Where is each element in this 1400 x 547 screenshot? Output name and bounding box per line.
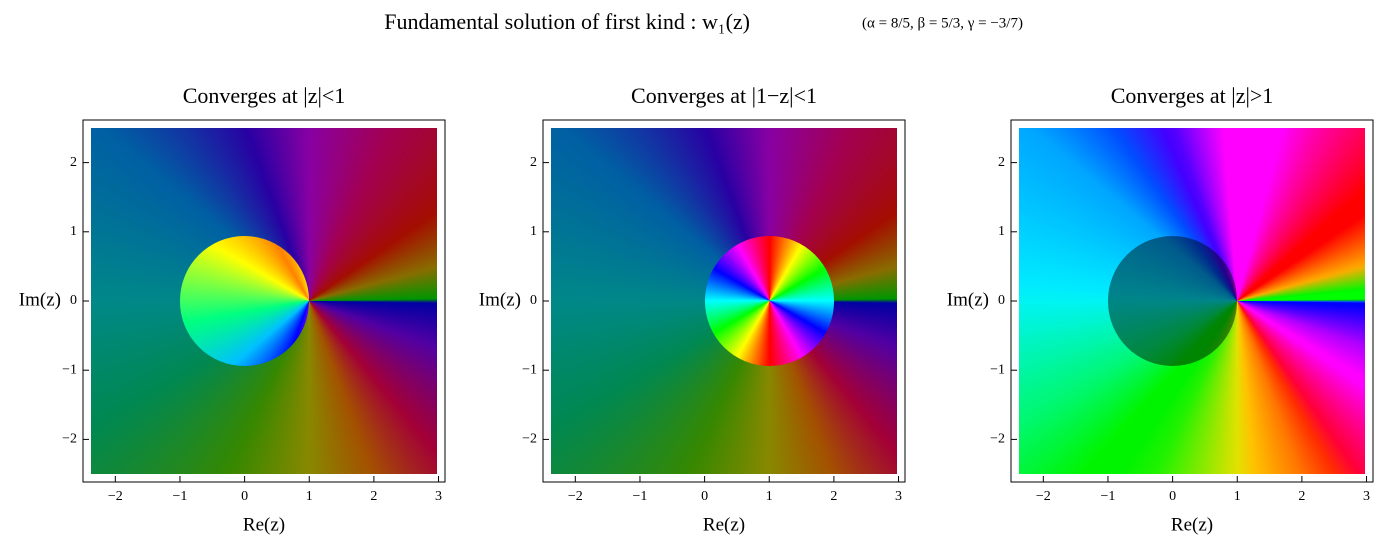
y-tick-label: −2 xyxy=(990,432,1005,447)
x-tick-label: 0 xyxy=(241,489,248,504)
figure-title: Fundamental solution of first kind : w₁(… xyxy=(384,9,750,34)
x-tick-label: 2 xyxy=(370,489,377,504)
plot-frame xyxy=(1010,119,1374,483)
convergence-disc xyxy=(179,236,310,366)
x-tick-label: −1 xyxy=(1101,489,1116,504)
x-tick-label: −1 xyxy=(173,489,188,504)
y-tick-label: −2 xyxy=(522,432,537,447)
y-tick-label: 1 xyxy=(70,224,77,239)
x-tick-label: 2 xyxy=(1298,489,1305,504)
plot-frame xyxy=(82,119,446,483)
y-tick-label: −1 xyxy=(990,362,1005,377)
panel-title: Converges at |z|>1 xyxy=(1111,83,1274,108)
y-tick-label: 1 xyxy=(998,224,1005,239)
x-tick-label: 1 xyxy=(766,489,773,504)
x-tick-label: 0 xyxy=(701,489,708,504)
y-tick-label: −1 xyxy=(522,362,537,377)
y-tick-label: −2 xyxy=(62,432,77,447)
y-tick-label: 0 xyxy=(70,293,77,308)
y-tick-label: 2 xyxy=(70,155,77,170)
x-tick-label: 0 xyxy=(1169,489,1176,504)
x-axis-label: Re(z) xyxy=(1171,514,1213,535)
phase-background xyxy=(1019,128,1365,474)
x-tick-label: 3 xyxy=(1363,489,1370,504)
y-axis-label: Im(z) xyxy=(947,289,989,310)
y-tick-label: 2 xyxy=(998,155,1005,170)
y-tick-label: 0 xyxy=(998,293,1005,308)
convergence-disc xyxy=(704,236,834,366)
y-tick-label: 1 xyxy=(530,224,537,239)
x-tick-label: 2 xyxy=(830,489,837,504)
x-tick-label: 1 xyxy=(1234,489,1241,504)
y-axis-label: Im(z) xyxy=(479,289,521,310)
x-axis-label: Re(z) xyxy=(243,514,285,535)
x-axis-label: Re(z) xyxy=(703,514,745,535)
y-axis-label: Im(z) xyxy=(19,289,61,310)
x-tick-label: 1 xyxy=(306,489,313,504)
panel-title: Converges at |z|<1 xyxy=(183,83,346,108)
x-tick-label: −1 xyxy=(633,489,648,504)
plot-frame xyxy=(542,119,906,483)
x-tick-label: −2 xyxy=(1036,489,1051,504)
plot-image xyxy=(1019,128,1365,474)
x-tick-label: 3 xyxy=(895,489,902,504)
plot-image xyxy=(91,128,437,474)
x-tick-label: −2 xyxy=(568,489,583,504)
y-tick-label: −1 xyxy=(62,362,77,377)
convergence-disc xyxy=(1107,236,1238,366)
y-tick-label: 0 xyxy=(530,293,537,308)
x-tick-label: 3 xyxy=(435,489,442,504)
y-tick-label: 2 xyxy=(530,155,537,170)
panel-title: Converges at |1−z|<1 xyxy=(631,83,817,108)
plot-image xyxy=(551,128,897,474)
x-tick-label: −2 xyxy=(108,489,123,504)
figure-parameters: (α = 8/5, β = 5/3, γ = −3/7) xyxy=(862,15,1023,31)
